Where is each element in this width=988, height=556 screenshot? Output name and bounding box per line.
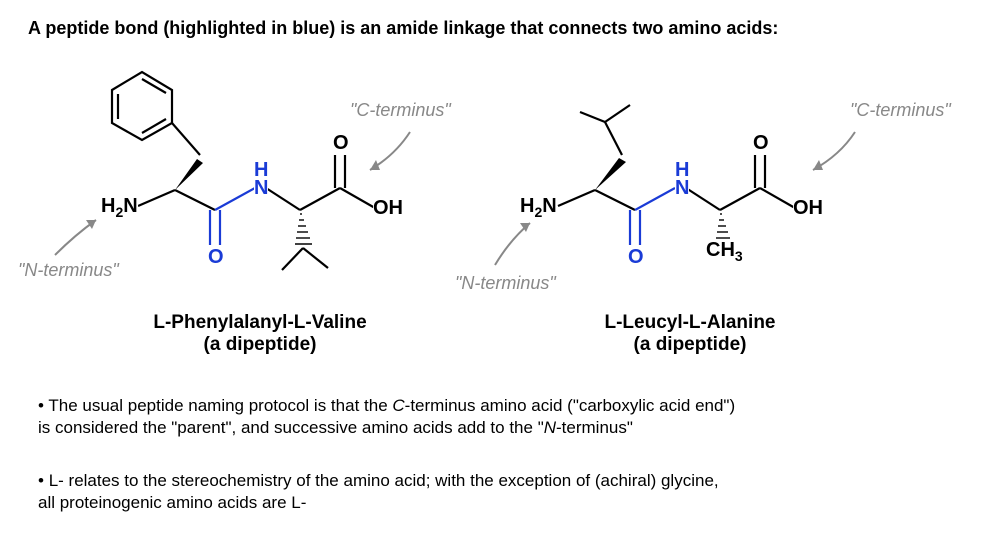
bullet-1: • The usual peptide naming protocol is t… — [38, 395, 958, 439]
mol-right-sub: (a dipeptide) — [634, 334, 747, 355]
page-title: A peptide bond (highlighted in blue) is … — [28, 18, 778, 39]
c-terminus-right: "C-terminus" — [850, 100, 951, 121]
mol-left-name: L-Phenylalanyl-L-Valine — [153, 312, 366, 333]
mol-left-sub: (a dipeptide) — [204, 334, 317, 355]
c-terminus-left: "C-terminus" — [350, 100, 451, 121]
bullet-2: • L- relates to the stereochemistry of t… — [38, 470, 958, 514]
n-terminus-right: "N-terminus" — [455, 273, 556, 294]
mol-right-name: L-Leucyl-L-Alanine — [604, 312, 775, 333]
n-terminus-left: "N-terminus" — [18, 260, 119, 281]
